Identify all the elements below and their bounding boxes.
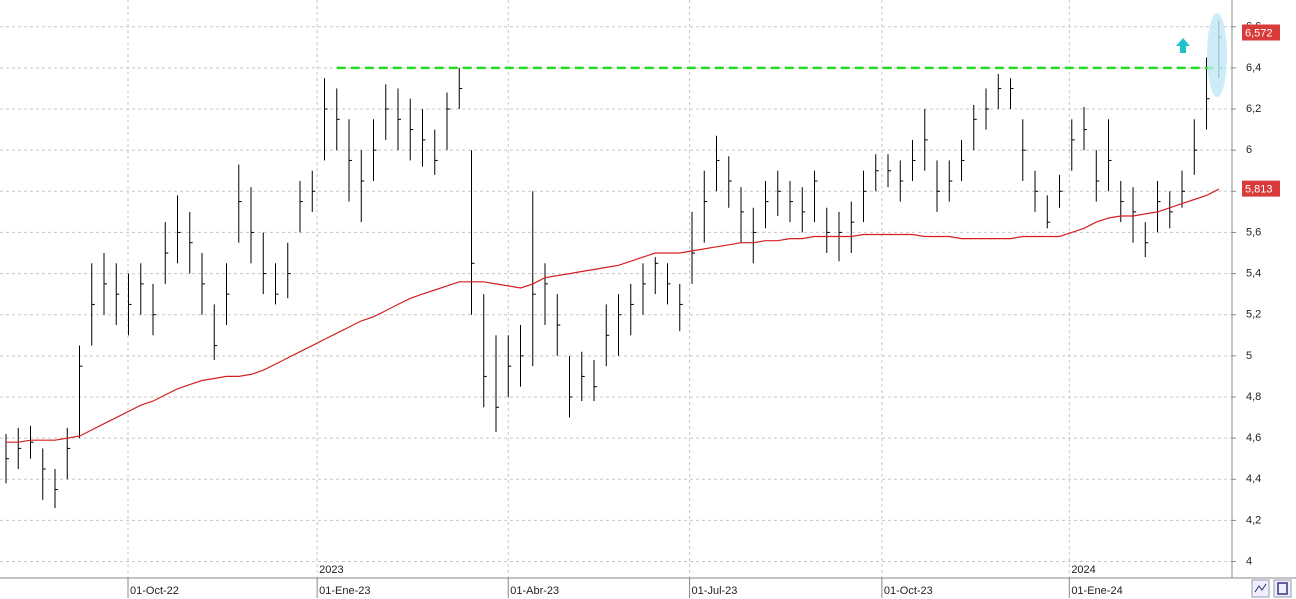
year-label: 2024: [1071, 564, 1095, 576]
moving-average: [6, 188, 1220, 443]
price-label-box: [1242, 180, 1280, 197]
x-tick-label: 01-Ene-23: [319, 585, 370, 597]
x-tick-label: 01-Oct-22: [130, 585, 179, 597]
x-tick-label: 01-Oct-23: [884, 585, 933, 597]
price-label: 5,813: [1245, 184, 1273, 196]
zoom-icon: [1254, 583, 1267, 593]
y-tick-label: 6: [1246, 144, 1252, 156]
x-tick-label: 01-Abr-23: [510, 585, 559, 597]
axis: 44,24,44,64,855,25,45,65,866,26,46,601-O…: [127, 21, 1280, 598]
plot: [5, 20, 1223, 509]
y-tick-label: 4,4: [1246, 473, 1261, 485]
y-tick-label: 6,2: [1246, 103, 1261, 115]
y-tick-label: 5,4: [1246, 267, 1261, 279]
y-tick-label: 5,2: [1246, 309, 1261, 321]
y-tick-label: 5,6: [1246, 226, 1261, 238]
save-icon: [1277, 582, 1288, 595]
y-tick-label: 4,2: [1246, 514, 1261, 526]
year-label: 2023: [319, 564, 343, 576]
price-label: 6,572: [1245, 27, 1273, 39]
price-label-box: [1242, 24, 1280, 41]
y-tick-label: 6,4: [1246, 62, 1261, 74]
y-tick-label: 4: [1246, 555, 1252, 567]
grid: [0, 0, 1232, 578]
x-tick-label: 01-Ene-24: [1071, 585, 1122, 597]
up-arrow: [1176, 38, 1190, 53]
y-tick-label: 4,6: [1246, 432, 1261, 444]
x-tick-label: 01-Jul-23: [692, 585, 738, 597]
highlight-ellipse: [1207, 13, 1227, 97]
y-tick-label: 4,8: [1246, 391, 1261, 403]
y-tick-label: 5: [1246, 350, 1252, 362]
